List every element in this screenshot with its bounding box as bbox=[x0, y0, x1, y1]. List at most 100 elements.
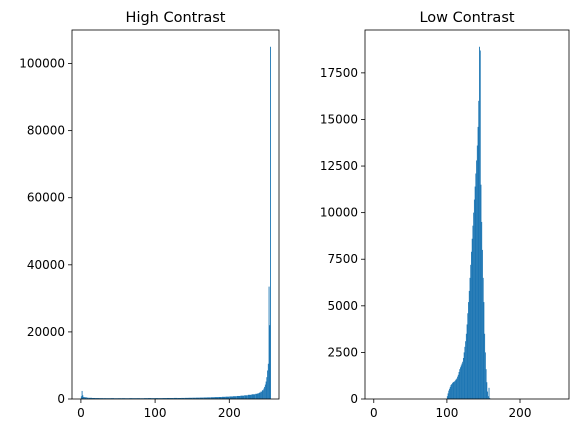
histogram-bar-high-contrast bbox=[266, 377, 268, 399]
histogram-bar-high-contrast bbox=[110, 398, 115, 399]
y-tick-label-high-contrast: 60000 bbox=[27, 191, 65, 205]
histogram-bar-low-contrast bbox=[451, 384, 453, 399]
histogram-bar-high-contrast bbox=[188, 397, 193, 399]
histogram-bar-low-contrast bbox=[476, 145, 478, 399]
histogram-bar-low-contrast bbox=[473, 212, 475, 399]
histogram-bar-low-contrast bbox=[449, 386, 451, 399]
axes-frame-high-contrast bbox=[71, 29, 280, 400]
y-tick-label-low-contrast: 12500 bbox=[320, 159, 358, 173]
histogram-bar-high-contrast bbox=[267, 363, 269, 399]
x-tick-label-low-contrast: 100 bbox=[435, 406, 458, 420]
histogram-bar-low-contrast bbox=[481, 221, 483, 399]
histogram-bar-high-contrast bbox=[269, 325, 271, 399]
histogram-bar-low-contrast bbox=[457, 376, 459, 399]
histogram-bar-low-contrast bbox=[487, 396, 489, 399]
histogram-bar-low-contrast bbox=[458, 371, 460, 399]
x-tick-label-high-contrast: 0 bbox=[77, 406, 85, 420]
histogram-bar-high-contrast bbox=[257, 393, 259, 399]
histogram-bar-low-contrast bbox=[473, 199, 475, 399]
y-tick-label-low-contrast: 7500 bbox=[327, 252, 358, 266]
histogram-bar-low-contrast bbox=[447, 393, 449, 399]
histogram-bar-low-contrast bbox=[461, 363, 463, 399]
histogram-bar-low-contrast bbox=[446, 396, 448, 399]
histogram-bar-low-contrast bbox=[469, 277, 471, 399]
histogram-bar-low-contrast bbox=[454, 381, 456, 399]
histogram-bar-low-contrast bbox=[481, 249, 483, 399]
histogram-bar-low-contrast bbox=[466, 324, 468, 399]
histogram-bar-high-contrast bbox=[129, 398, 133, 399]
histogram-bar-high-contrast bbox=[162, 398, 167, 399]
histogram-bar-high-contrast bbox=[260, 391, 262, 399]
histogram-bar-high-contrast bbox=[229, 396, 233, 399]
histogram-bar-high-contrast bbox=[214, 397, 219, 399]
histogram-bar-low-contrast bbox=[487, 391, 489, 399]
histogram-bar-low-contrast bbox=[453, 381, 455, 399]
histogram-bar-low-contrast bbox=[460, 367, 461, 399]
x-tick-label-low-contrast: 0 bbox=[370, 406, 378, 420]
y-tick-label-low-contrast: 5000 bbox=[327, 299, 358, 313]
y-tick-label-low-contrast: 0 bbox=[350, 392, 358, 406]
histogram-bar-high-contrast bbox=[265, 381, 267, 399]
histogram-bar-high-contrast bbox=[233, 396, 237, 399]
histogram-bar-low-contrast bbox=[456, 378, 458, 399]
histogram-bar-low-contrast bbox=[479, 50, 481, 399]
y-tick-label-high-contrast: 100000 bbox=[19, 57, 65, 71]
histogram-bar-high-contrast bbox=[207, 397, 211, 399]
histogram-bar-low-contrast bbox=[462, 358, 464, 399]
histogram-bar-low-contrast bbox=[468, 290, 470, 399]
histogram-bar-low-contrast bbox=[459, 369, 461, 399]
histogram-bar-high-contrast bbox=[221, 396, 226, 399]
histogram-bar-high-contrast bbox=[203, 397, 208, 399]
panel-high-contrast: 0 100 200 0 20000 40000 60000 80000 100000 High C… bbox=[19, 10, 280, 420]
histogram-bar-high-contrast bbox=[80, 396, 82, 399]
histogram-bar-low-contrast bbox=[483, 302, 485, 399]
x-tick-label-high-contrast: 100 bbox=[144, 406, 167, 420]
histogram-bar-low-contrast bbox=[484, 333, 486, 399]
histogram-bar-high-contrast bbox=[84, 397, 87, 399]
y-tick-label-high-contrast: 20000 bbox=[27, 325, 65, 339]
y-tick-label-high-contrast: 40000 bbox=[27, 258, 65, 272]
histogram-bar-low-contrast bbox=[468, 302, 469, 399]
histogram-bar-high-contrast bbox=[244, 395, 248, 399]
histogram-bar-high-contrast bbox=[195, 397, 200, 399]
histogram-bar-high-contrast bbox=[264, 384, 266, 399]
histogram-bar-low-contrast bbox=[462, 361, 464, 399]
histogram-bar-high-contrast bbox=[236, 395, 241, 399]
y-tick-label-low-contrast: 10000 bbox=[320, 206, 358, 220]
histogram-bar-high-contrast bbox=[247, 394, 252, 399]
histogram-bar-low-contrast bbox=[465, 341, 467, 399]
histogram-bar-high-contrast bbox=[261, 390, 264, 399]
histogram-bar-high-contrast bbox=[143, 398, 148, 399]
x-tick-label-high-contrast: 200 bbox=[218, 406, 241, 420]
histogram-bar-high-contrast bbox=[121, 398, 126, 399]
histogram-bar-low-contrast bbox=[486, 382, 488, 399]
histogram-bar-high-contrast bbox=[210, 397, 215, 399]
histogram-bar-high-contrast bbox=[240, 395, 245, 399]
histogram-bar-high-contrast bbox=[267, 370, 269, 399]
histogram-bar-high-contrast bbox=[83, 396, 85, 399]
axes-frame-low-contrast bbox=[364, 29, 570, 400]
histogram-bar-low-contrast bbox=[482, 277, 484, 399]
histogram-bar-high-contrast bbox=[86, 397, 89, 399]
histogram-bar-high-contrast bbox=[151, 398, 156, 399]
histogram-bar-low-contrast bbox=[479, 46, 480, 400]
histogram-bar-high-contrast bbox=[166, 397, 170, 399]
histogram-bar-high-contrast bbox=[177, 397, 182, 399]
histogram-bar-high-contrast bbox=[81, 390, 83, 399]
histogram-bar-high-contrast bbox=[255, 393, 258, 399]
histogram-bar-low-contrast bbox=[488, 387, 490, 399]
histogram-bar-high-contrast bbox=[268, 286, 270, 399]
histogram-bar-low-contrast bbox=[460, 365, 462, 399]
histogram-bar-low-contrast bbox=[471, 251, 472, 399]
histogram-bar-low-contrast bbox=[474, 186, 476, 399]
histogram-bar-high-contrast bbox=[106, 398, 111, 399]
histogram-bar-high-contrast bbox=[169, 398, 174, 399]
histogram-bar-low-contrast bbox=[465, 333, 467, 399]
histogram-bar-high-contrast bbox=[270, 46, 271, 400]
histogram-bar-high-contrast bbox=[136, 398, 141, 399]
histogram-bar-low-contrast bbox=[484, 352, 486, 399]
histogram-bar-high-contrast bbox=[132, 398, 137, 399]
histogram-bar-low-contrast bbox=[452, 383, 453, 399]
histogram-bar-low-contrast bbox=[489, 398, 491, 399]
y-tick-label-low-contrast: 17500 bbox=[320, 66, 358, 80]
